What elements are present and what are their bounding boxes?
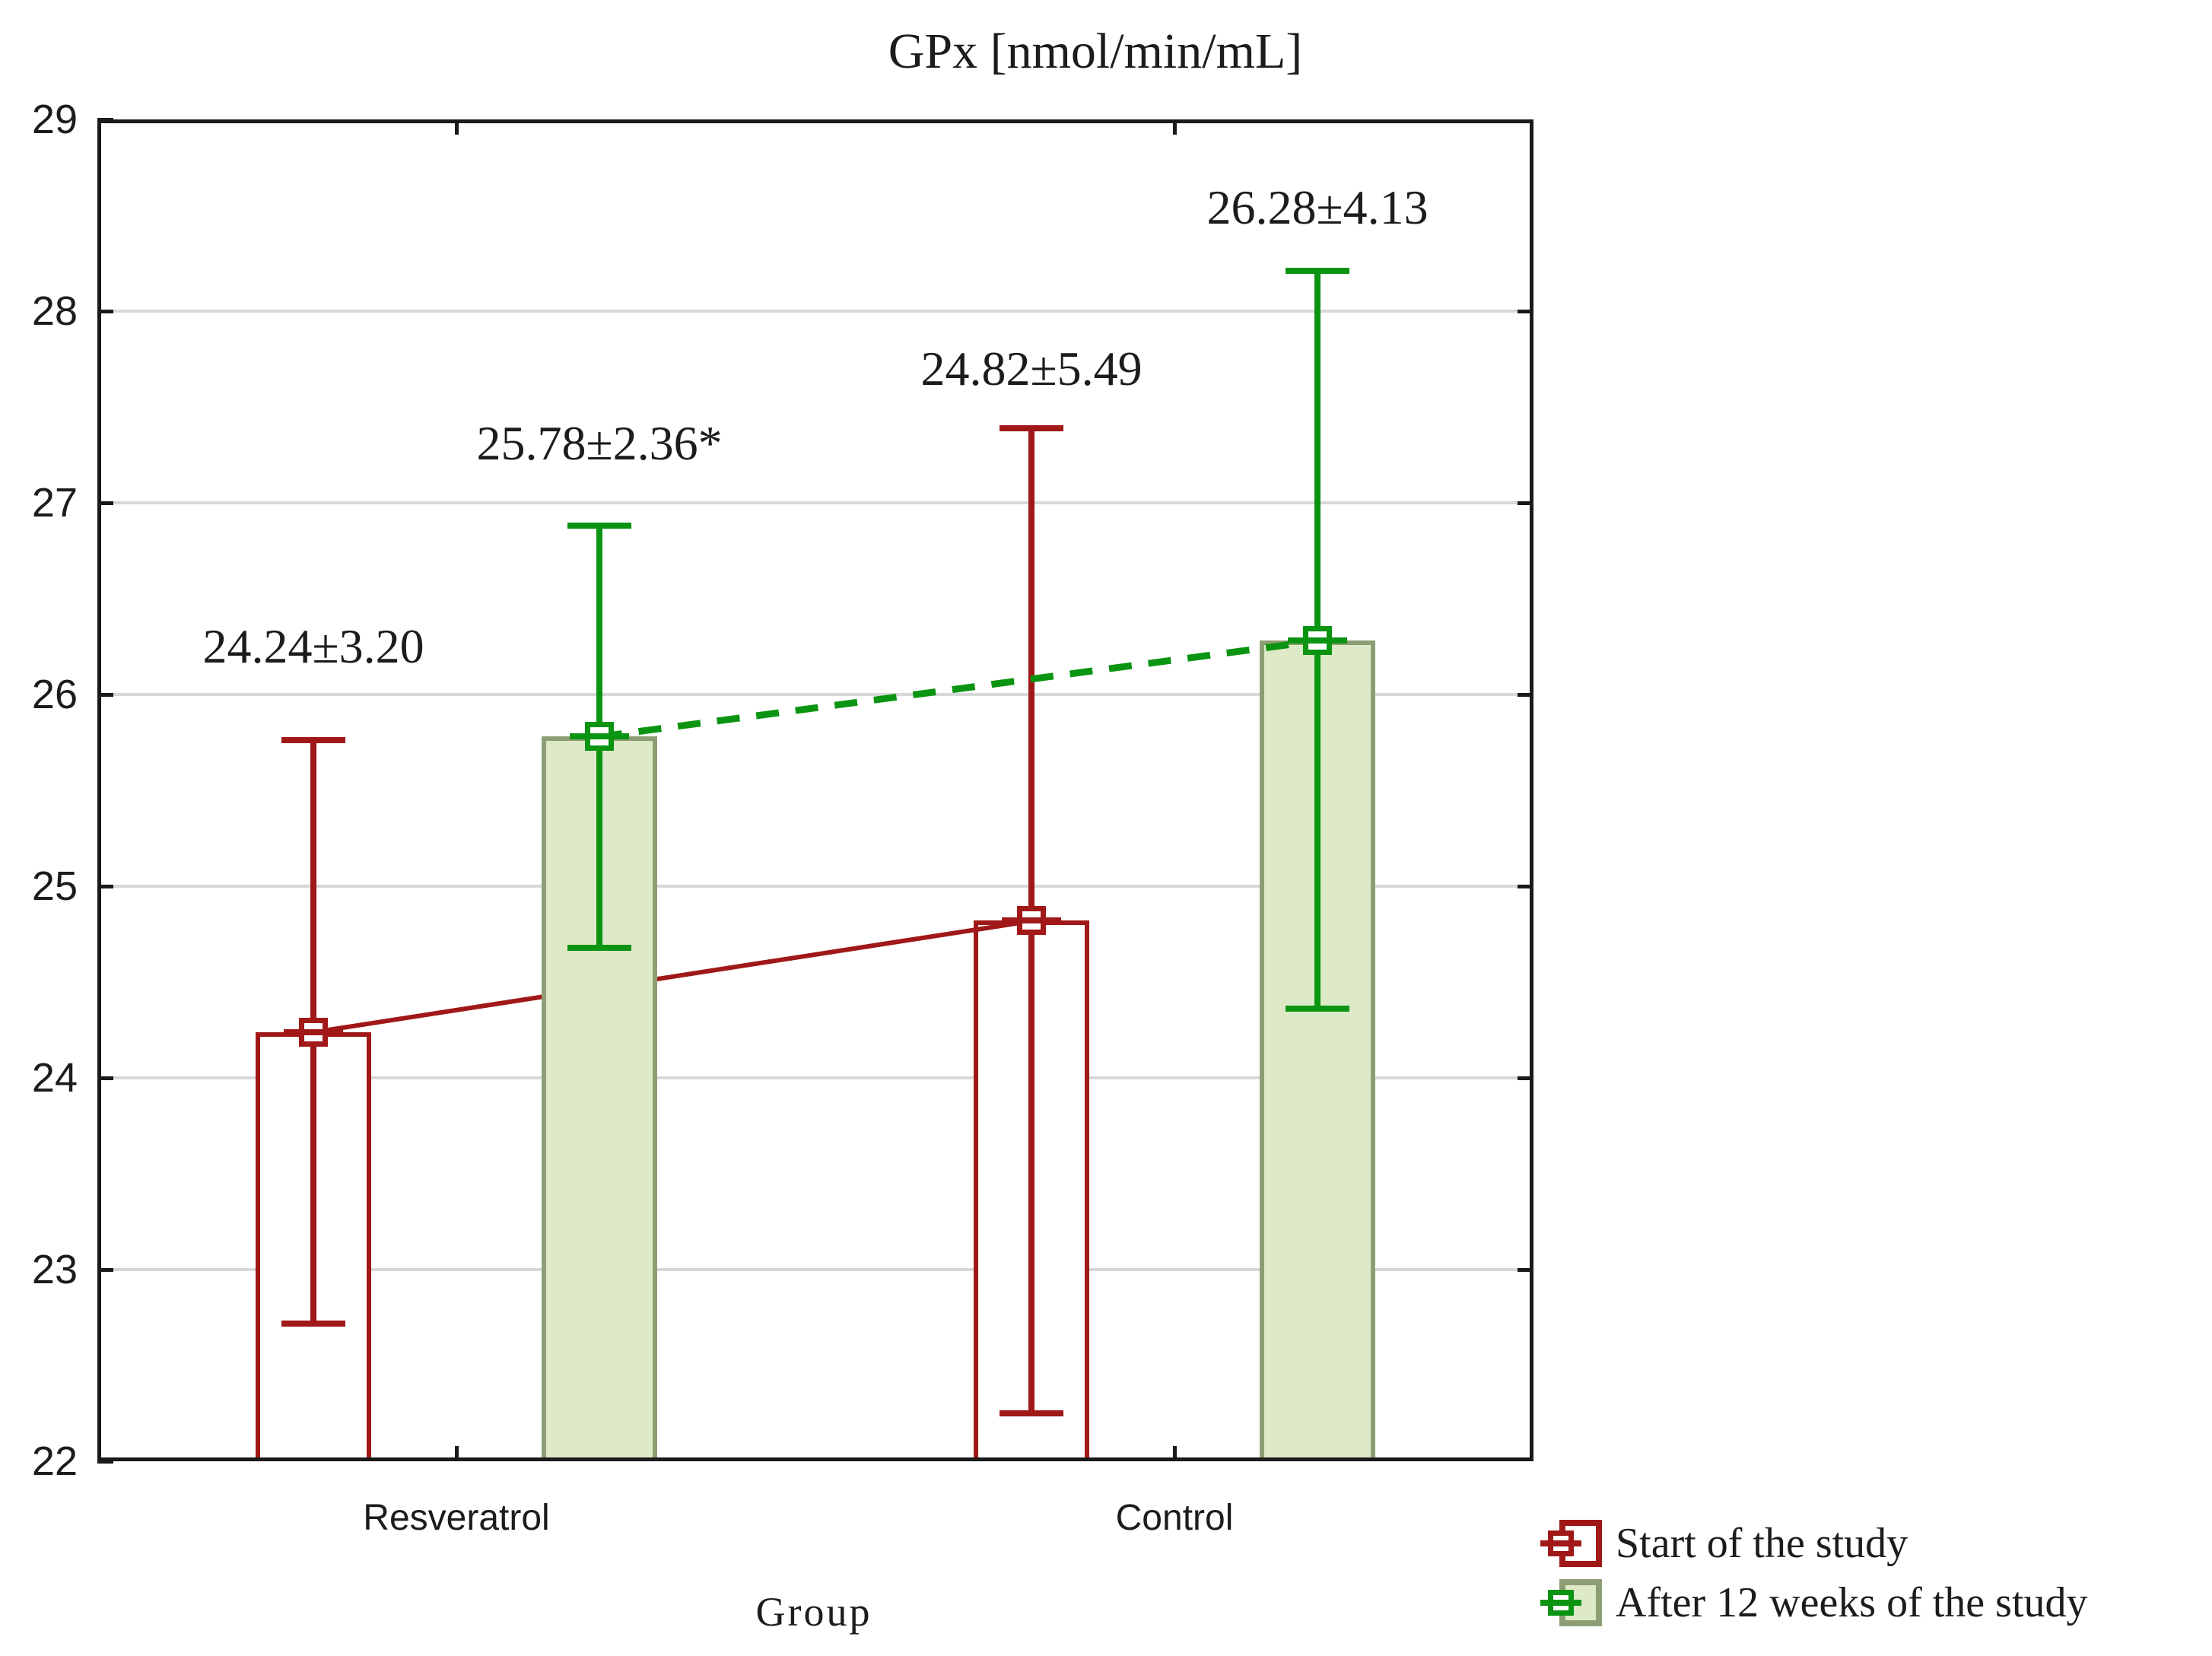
data-label: 24.82±5.49 — [920, 341, 1143, 396]
category-label-control: Control — [1115, 1498, 1234, 1538]
x-tick-bottom — [454, 1446, 459, 1461]
y-tick-right — [1518, 884, 1533, 888]
legend-marker-crossbar — [1540, 1600, 1581, 1606]
x-tick-bottom — [1172, 1446, 1177, 1461]
point-marker-crossbar — [1002, 917, 1061, 924]
gridline — [101, 1076, 1530, 1079]
y-tick-right — [1518, 501, 1533, 505]
data-label: 25.78±2.36* — [476, 415, 723, 470]
error-bar-cap — [281, 737, 345, 744]
y-axis-tick-label: 22 — [31, 1438, 78, 1484]
y-tick-right — [1518, 1076, 1533, 1080]
y-axis-tick-label: 23 — [31, 1247, 78, 1292]
y-tick-left — [97, 117, 113, 122]
y-tick-right — [1518, 309, 1533, 313]
y-tick-left — [97, 501, 113, 505]
x-axis-title: Group — [755, 1589, 872, 1635]
y-tick-right — [1518, 1267, 1533, 1272]
y-axis-tick-label: 24 — [31, 1055, 78, 1101]
error-bar-cap — [1000, 424, 1063, 431]
point-marker-crossbar — [284, 1028, 343, 1035]
y-tick-right — [1518, 692, 1533, 697]
data-label: 24.24±3.20 — [202, 619, 424, 673]
error-bar-cap — [567, 944, 631, 951]
legend-label-after: After 12 weeks of the study — [1616, 1579, 2088, 1626]
y-tick-left — [97, 309, 113, 313]
y-tick-left — [97, 1267, 113, 1272]
gridline — [101, 501, 1530, 504]
error-bar-cap — [567, 523, 631, 529]
gridline — [101, 1268, 1530, 1271]
gridline — [101, 885, 1530, 888]
legend-label-start: Start of the study — [1616, 1520, 1908, 1567]
y-axis-tick-label: 26 — [31, 672, 78, 717]
error-bar-cap — [1286, 1006, 1349, 1012]
point-marker-crossbar — [1288, 637, 1347, 644]
category-label-resveratrol: Resveratrol — [363, 1498, 550, 1538]
x-tick-top — [454, 119, 459, 135]
gridline — [101, 693, 1530, 696]
error-bar-cap — [281, 1320, 345, 1327]
y-axis-tick-label: 28 — [31, 288, 78, 334]
y-axis-tick-label: 27 — [31, 480, 78, 526]
y-axis-tick-label: 29 — [31, 97, 78, 142]
gridline — [101, 310, 1530, 313]
y-tick-left — [97, 1459, 113, 1464]
point-marker-crossbar — [570, 733, 629, 740]
chart-title: GPx [nmol/min/mL] — [888, 24, 1303, 79]
y-tick-left — [97, 884, 113, 888]
error-bar-cap — [1286, 268, 1349, 275]
error-bar-cap — [1000, 1410, 1063, 1416]
x-tick-top — [1172, 119, 1177, 135]
y-tick-left — [97, 1076, 113, 1080]
y-axis-tick-label: 25 — [31, 863, 78, 909]
data-label: 26.28±4.13 — [1206, 180, 1429, 234]
y-tick-left — [97, 692, 113, 697]
legend-marker-crossbar — [1540, 1540, 1581, 1546]
